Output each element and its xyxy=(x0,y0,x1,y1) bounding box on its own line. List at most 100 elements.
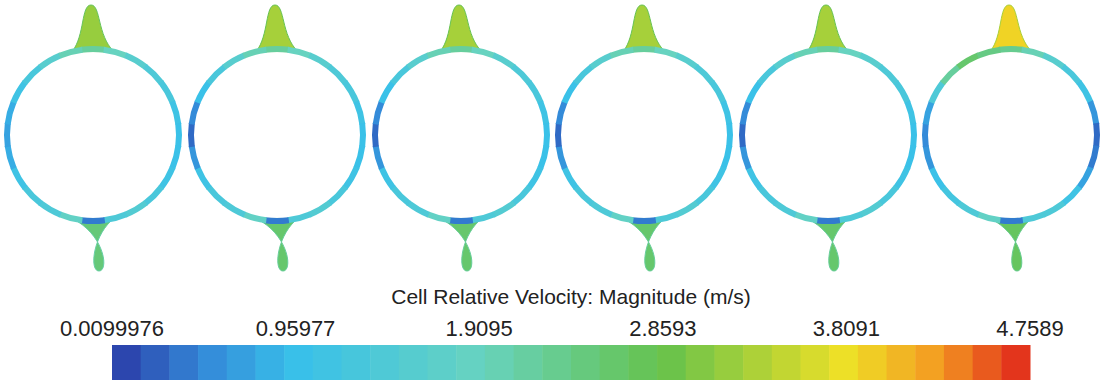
ring-cell xyxy=(345,82,357,102)
ring-cell xyxy=(81,217,105,224)
ring-cell xyxy=(288,214,311,220)
ring-cell xyxy=(472,50,495,56)
ring-cell xyxy=(408,55,428,67)
ring-cell xyxy=(24,66,41,83)
colorbar-band xyxy=(743,345,772,380)
ring-cell xyxy=(1043,203,1063,215)
lobe xyxy=(440,218,482,271)
lobe xyxy=(623,218,665,271)
ring-cell xyxy=(381,167,393,187)
colorbar-band xyxy=(858,345,887,380)
ring-cell xyxy=(723,102,729,125)
ring-cell xyxy=(192,102,198,125)
ring-cell xyxy=(591,203,611,215)
ring-cell xyxy=(931,167,943,187)
colorbar-band xyxy=(313,345,342,380)
ring-cell xyxy=(564,82,576,102)
ring-cell xyxy=(575,66,592,83)
ring-cell xyxy=(696,187,713,204)
ring-cell xyxy=(748,82,760,102)
lobe xyxy=(990,218,1032,271)
ring-cell xyxy=(1063,187,1080,204)
ring-cell xyxy=(759,187,776,204)
ring-cell xyxy=(632,46,656,53)
colorbar-band xyxy=(829,345,858,380)
ring-cell xyxy=(4,123,11,147)
ring-cell xyxy=(775,55,795,67)
ring-cell xyxy=(104,50,127,56)
ring-cell xyxy=(816,217,840,224)
ring-cell xyxy=(224,203,244,215)
ring-cell xyxy=(125,55,145,67)
colorbar-band xyxy=(428,345,457,380)
ring-cell xyxy=(192,146,198,169)
colorbar-band xyxy=(399,345,428,380)
ring-cell xyxy=(696,66,713,83)
ring-cell xyxy=(564,167,576,187)
colorbar-title: Cell Relative Velocity: Magnitude (m/s) xyxy=(391,285,750,308)
ring-cell xyxy=(161,82,173,102)
ring-cell xyxy=(24,187,41,204)
ring-cell xyxy=(175,123,182,147)
ring-cell xyxy=(543,123,550,147)
ring xyxy=(558,5,730,271)
colorbar-band xyxy=(456,345,485,380)
ring-cell xyxy=(676,55,696,67)
ring-cell xyxy=(748,167,760,187)
ring-cell xyxy=(907,102,913,125)
colorbar-tick-label: 3.8091 xyxy=(813,316,880,341)
colorbar-tick-label: 0.0099976 xyxy=(60,316,164,341)
ring-cell xyxy=(775,203,795,215)
ring-cell xyxy=(376,146,382,169)
ring-cell xyxy=(611,214,634,220)
ring-cell xyxy=(356,146,362,169)
colorbar-band xyxy=(600,345,629,380)
ring-cell xyxy=(40,55,60,67)
ring-cell xyxy=(795,50,818,56)
ring-cell xyxy=(172,102,178,125)
ring-cell xyxy=(896,167,908,187)
lobe xyxy=(990,5,1032,52)
ring-cell xyxy=(1022,214,1045,220)
ring-cell xyxy=(145,187,162,204)
ring-cell xyxy=(739,123,746,147)
ring xyxy=(925,5,1097,271)
ring-cell xyxy=(208,187,225,204)
ring-cell xyxy=(493,203,513,215)
ring-cell xyxy=(540,146,546,169)
ring-cell xyxy=(726,123,733,147)
ring-cell xyxy=(860,203,880,215)
ring-cell xyxy=(712,167,724,187)
colorbar-band xyxy=(973,345,1002,380)
ring-cell xyxy=(655,214,678,220)
lobe xyxy=(807,218,849,271)
colorbar-band xyxy=(1001,345,1030,380)
ring-cell xyxy=(13,167,25,187)
ring-cell xyxy=(197,167,209,187)
ring-cell xyxy=(816,46,840,53)
ring-cell xyxy=(839,50,862,56)
ring-cell xyxy=(408,203,428,215)
ring-cell xyxy=(188,123,195,147)
ring-cell xyxy=(999,217,1023,224)
ring-cell xyxy=(197,82,209,102)
ring-cell xyxy=(880,187,897,204)
ring-cell xyxy=(513,187,530,204)
lobe xyxy=(623,5,665,52)
ring-cell xyxy=(922,123,929,147)
colorbar-band xyxy=(571,345,600,380)
colorbar-band xyxy=(112,345,141,380)
ring-cell xyxy=(1079,82,1091,102)
colorbar-tick-label: 4.7589 xyxy=(996,316,1063,341)
ring-cell xyxy=(896,82,908,102)
ring-cell xyxy=(265,217,289,224)
colorbar-band xyxy=(915,345,944,380)
ring-cell xyxy=(1093,123,1100,147)
ring-cell xyxy=(8,102,14,125)
ring xyxy=(375,5,547,271)
ring-cell xyxy=(244,50,267,56)
ring-cell xyxy=(428,214,451,220)
ring-cell xyxy=(712,82,724,102)
ring-cell xyxy=(1063,66,1080,83)
ring-cell xyxy=(743,102,749,125)
